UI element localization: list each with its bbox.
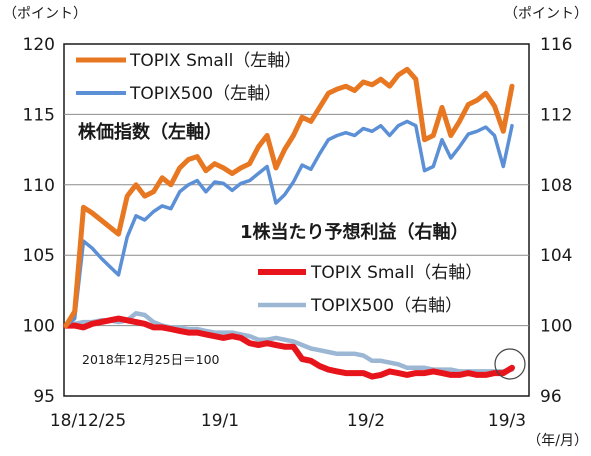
series-line-2	[63, 315, 515, 380]
legend-topix500-right: TOPIX500（右軸）	[310, 296, 462, 316]
right-axis-ticks: 96 100 104 108 112 116	[540, 35, 572, 407]
series-points-0	[66, 69, 512, 326]
plot-frame	[63, 43, 530, 397]
legend-topix-small-left: TOPIX Small（左軸）	[129, 51, 301, 71]
right-tick-label: 100	[540, 317, 572, 337]
legend-topix-small-right: TOPIX Small（右軸）	[310, 263, 482, 283]
left-tick-label: 95	[33, 387, 55, 407]
x-axis-ticks: 18/12/25 19/1 19/2 19/3	[50, 411, 526, 431]
series-layer	[63, 66, 515, 380]
end-highlight-circle	[494, 348, 526, 380]
price-index-annotation: 株価指数（左軸）	[78, 121, 222, 143]
right-tick-label: 112	[540, 105, 572, 125]
left-axis-ticks: 95 100 105 110 115 120	[23, 35, 55, 407]
left-tick-label: 100	[23, 317, 55, 337]
x-tick-label: 19/3	[488, 411, 526, 431]
right-tick-label: 108	[540, 176, 572, 196]
eps-annotation: 1株当たり予想利益（右軸）	[240, 221, 469, 243]
series-line-1	[64, 119, 514, 328]
x-tick-label: 19/2	[347, 411, 385, 431]
left-tick-label: 105	[23, 246, 55, 266]
x-tick-label: 18/12/25	[50, 411, 126, 431]
legend-topix500-left: TOPIX500（左軸）	[129, 84, 281, 104]
x-tick-label: 19/1	[201, 411, 239, 431]
gridlines	[64, 113, 529, 327]
right-tick-label: 116	[540, 35, 572, 55]
left-tick-label: 115	[23, 105, 55, 125]
x-axis-unit: （年/月）	[527, 433, 588, 449]
right-axis-unit: （ポイント）	[504, 6, 588, 22]
left-tick-label: 120	[23, 35, 55, 55]
left-tick-label: 110	[23, 176, 55, 196]
right-tick-label: 96	[540, 387, 562, 407]
left-axis-unit: （ポイント）	[3, 6, 87, 22]
series-line-0	[63, 66, 515, 329]
right-tick-label: 104	[540, 246, 572, 266]
base-date-note: 2018年12月25日＝100	[82, 352, 220, 367]
